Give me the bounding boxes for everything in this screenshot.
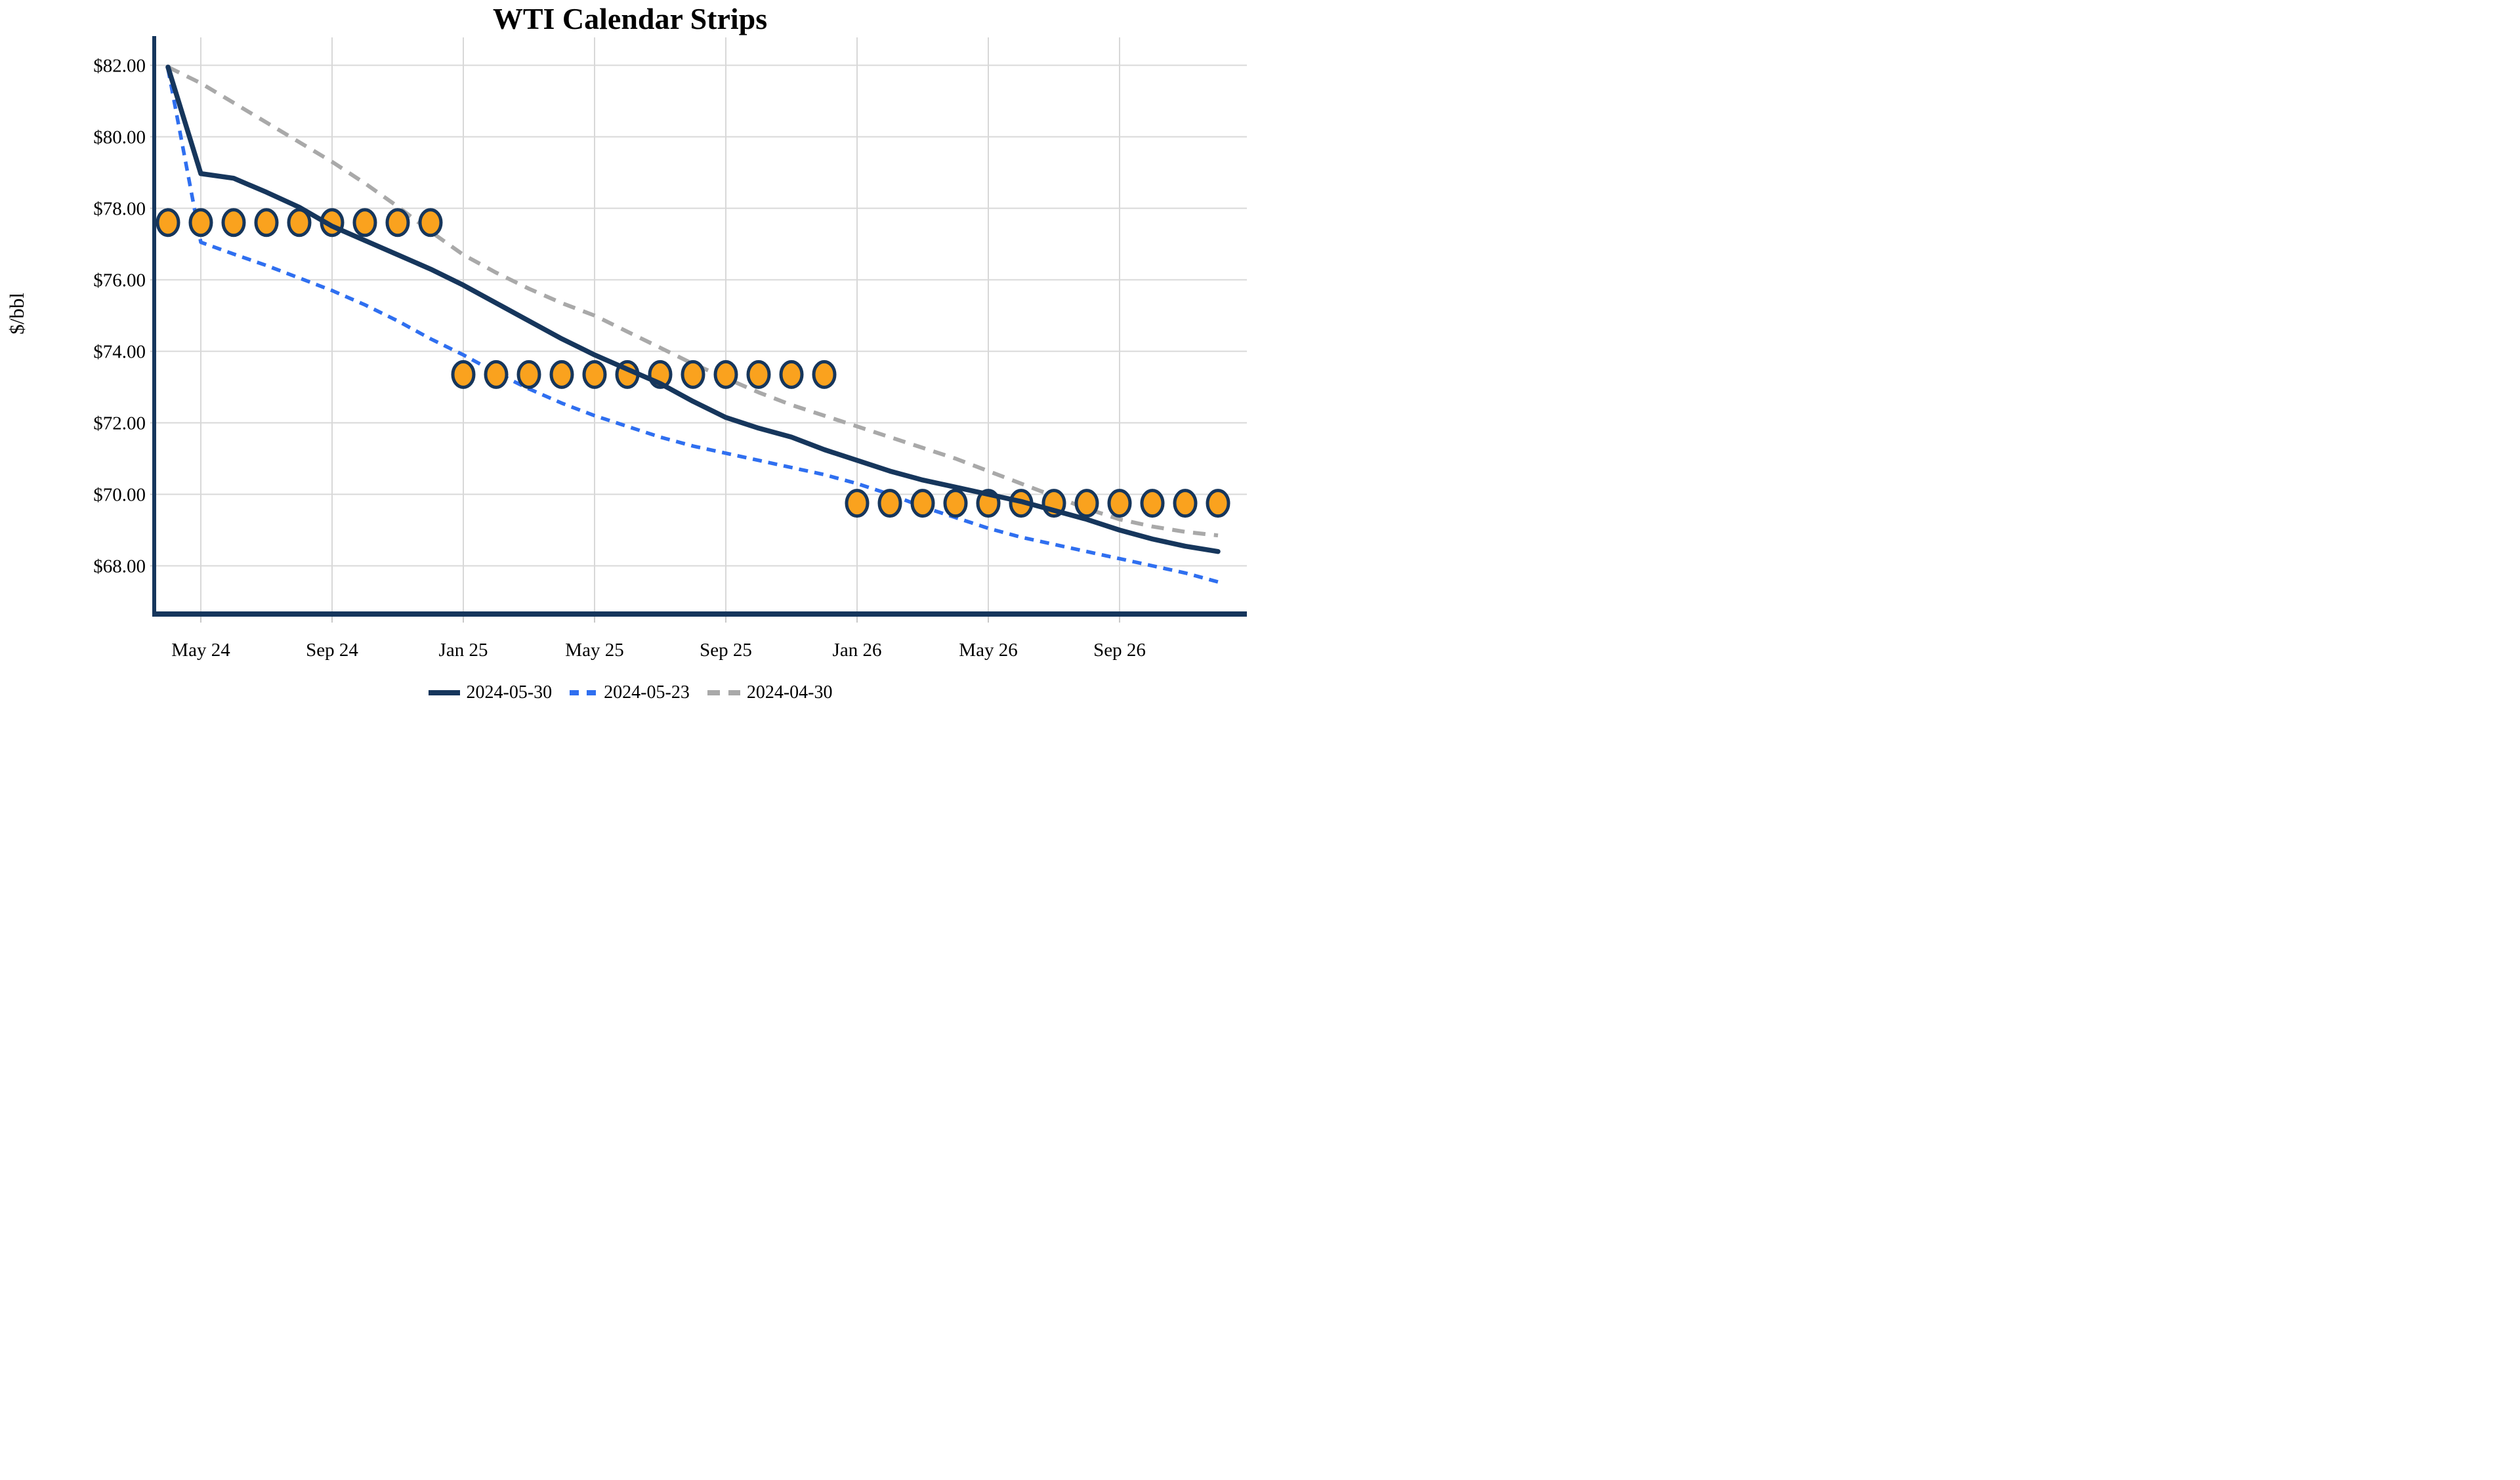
- series-line-2024-05-23: [166, 68, 1219, 584]
- strip-dot: [681, 360, 705, 389]
- strip-dot: [451, 360, 476, 389]
- strip-dot: [845, 489, 870, 518]
- chart-title: WTI Calendar Strips: [492, 2, 768, 35]
- x-tick-label: Sep 26: [1093, 640, 1146, 661]
- strip-dot: [254, 208, 279, 237]
- gridlines: $82.00 $80.00 $78.00 $76.00 $74.00 $72.00 $70.…: [93, 37, 1247, 661]
- legend-swatch-solid-line-icon: [428, 690, 460, 695]
- y-tick-label: $68.00: [93, 556, 146, 577]
- legend-swatch-dashed-line-icon: [707, 690, 740, 695]
- strip-dot: [1206, 489, 1230, 518]
- legend-item-2024-04-30: 2024-04-30: [707, 682, 833, 703]
- chart-figure: WTI Calendar Strips $/bbl $82.00 $80.00 $7…: [0, 0, 1260, 740]
- strip-dot: [713, 360, 738, 389]
- x-tick-label: Sep 24: [306, 640, 358, 661]
- series-line-2024-04-30: [167, 65, 1219, 538]
- strip-dot: [484, 360, 509, 389]
- y-axis-spine: [152, 36, 156, 617]
- y-tick-label: $72.00: [93, 413, 146, 434]
- legend-label: 2024-05-30: [466, 682, 553, 703]
- strip-dot: [1107, 489, 1132, 518]
- strip-dot: [188, 208, 213, 237]
- y-tick-label: $80.00: [93, 127, 146, 148]
- strip-dot: [1074, 489, 1099, 518]
- x-tick-label: Jan 25: [439, 640, 488, 661]
- legend-swatch-dashed-line-icon: [570, 690, 598, 695]
- y-tick-label: $70.00: [93, 485, 146, 506]
- strip-dot: [812, 360, 837, 389]
- strip-dot: [516, 360, 541, 389]
- strip-dot: [877, 489, 902, 518]
- legend: 2024-05-30 2024-05-23 2024-04-30: [0, 682, 1260, 703]
- y-tick-label: $76.00: [93, 270, 146, 291]
- x-tick-label: May 25: [565, 640, 623, 661]
- strip-dot: [221, 208, 246, 237]
- strip-dot: [943, 489, 968, 518]
- x-tick-label: Jan 26: [833, 640, 882, 661]
- legend-label: 2024-05-23: [604, 682, 690, 703]
- strip-dot: [582, 360, 607, 389]
- x-tick-label: Sep 25: [700, 640, 752, 661]
- strip-dot: [385, 208, 410, 237]
- strip-dot: [549, 360, 574, 389]
- strip-dot: [1173, 489, 1198, 518]
- strip-dot: [1140, 489, 1165, 518]
- strip-dot: [352, 208, 377, 237]
- y-tick-label: $78.00: [93, 199, 146, 220]
- y-tick-label: $82.00: [93, 56, 146, 77]
- strip-dot: [156, 208, 180, 237]
- strip-dot: [418, 208, 443, 237]
- strip-dot: [910, 489, 935, 518]
- plot-area: $82.00 $80.00 $78.00 $76.00 $74.00 $72.00 $70.…: [93, 36, 1247, 661]
- x-tick-label: May 26: [959, 640, 1017, 661]
- strip-dot: [779, 360, 804, 389]
- strip-dots: [156, 208, 1230, 518]
- legend-item-2024-05-30: 2024-05-30: [428, 682, 553, 703]
- y-tick-label: $74.00: [93, 342, 146, 363]
- x-axis-spine: [152, 611, 1247, 617]
- x-tick-label: May 24: [171, 640, 230, 661]
- legend-item-2024-05-23: 2024-05-23: [569, 682, 690, 703]
- strip-dot: [746, 360, 771, 389]
- series-line-2024-05-30: [165, 64, 1221, 554]
- legend-label: 2024-04-30: [746, 682, 833, 703]
